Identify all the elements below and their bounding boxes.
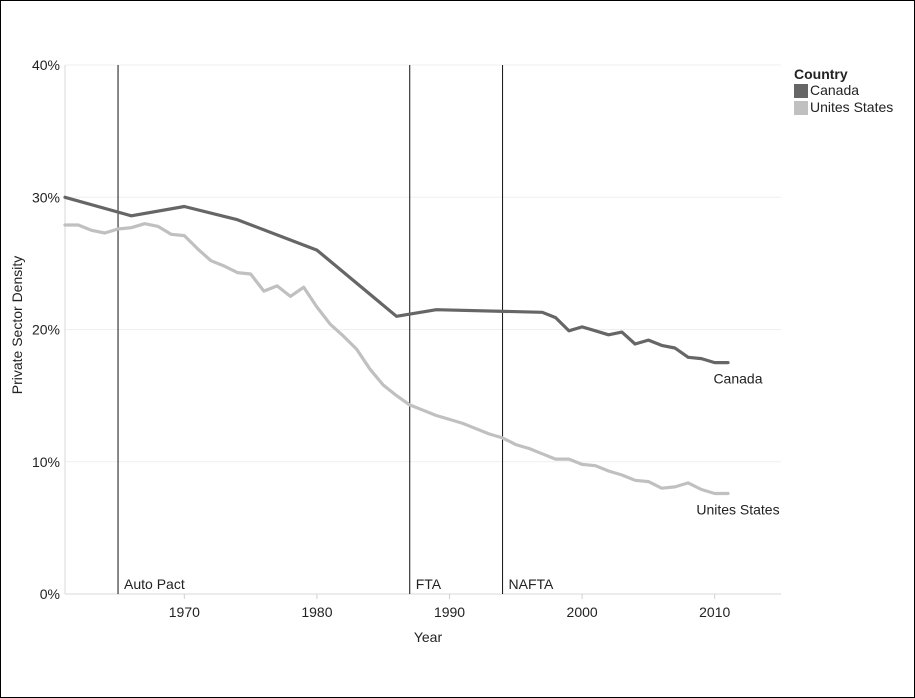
- x-tick-label: 2010: [699, 604, 730, 620]
- annotation-label: NAFTA: [509, 576, 555, 592]
- y-tick-label: 30%: [32, 189, 60, 205]
- legend-item-canada[interactable]: Canada: [794, 82, 893, 99]
- legend-swatch-canada: [794, 83, 808, 98]
- y-tick-label: 0%: [40, 586, 60, 602]
- legend-title: Country: [794, 66, 848, 82]
- y-tick-label: 40%: [32, 57, 60, 73]
- axes: 0% 10% 20% 30% 40% 1970 1980 1990 2000 2010: [32, 57, 781, 620]
- series-end-labels: Canada Unites States: [696, 371, 779, 518]
- x-tick-label: 2000: [567, 604, 598, 620]
- annotation-label: FTA: [416, 576, 442, 592]
- y-axis-title: Private Sector Density: [9, 256, 25, 395]
- series-end-label-united-states: Unites States: [696, 501, 779, 517]
- legend: Country Canada Unites States: [794, 66, 893, 116]
- y-tick-label: 20%: [32, 322, 60, 338]
- series-lines: [63, 195, 730, 496]
- x-tick-label: 1990: [434, 604, 465, 620]
- event-annotations: Auto Pact FTA NAFTA: [117, 65, 555, 594]
- x-axis-title: Year: [414, 629, 443, 645]
- legend-swatch-united-states: [794, 100, 808, 115]
- legend-label-united-states: Unites States: [810, 99, 894, 115]
- legend-label-canada: Canada: [810, 82, 860, 98]
- series-end-label-canada: Canada: [713, 371, 762, 387]
- annotation-label: Auto Pact: [124, 576, 185, 592]
- x-tick-label: 1970: [169, 604, 200, 620]
- grid-lines: [65, 64, 781, 463]
- legend-item-united-states[interactable]: Unites States: [794, 99, 893, 116]
- series-line-united-states: [63, 222, 730, 496]
- x-tick-label: 1980: [301, 604, 332, 620]
- series-line-canada: [63, 195, 730, 365]
- y-tick-label: 10%: [32, 454, 60, 470]
